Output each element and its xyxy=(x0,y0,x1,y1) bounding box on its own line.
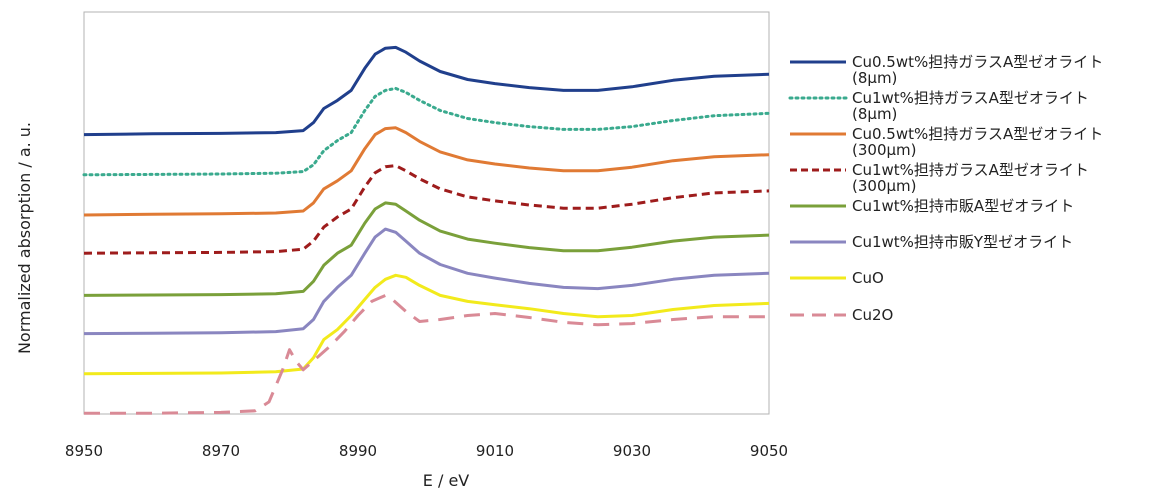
legend-label-2: Cu1wt%担持ガラスA型ゼオライト xyxy=(852,89,1089,107)
legend-label-4: Cu1wt%担持ガラスA型ゼオライト xyxy=(852,161,1089,179)
x-tick-label: 9050 xyxy=(750,442,788,460)
x-tick-label: 8950 xyxy=(65,442,103,460)
series-line-2 xyxy=(82,86,771,177)
series-line-6 xyxy=(83,227,770,336)
legend-label-4-line2: (300μm) xyxy=(852,177,917,195)
series-layer xyxy=(82,45,771,415)
legend-label-6: Cu1wt%担持市販Y型ゼオライト xyxy=(852,233,1073,251)
legend-label-1-line2: (8μm) xyxy=(852,69,897,87)
legend-label-3-line2: (300μm) xyxy=(852,141,917,159)
legend: Cu0.5wt%担持ガラスA型ゼオライト(8μm)Cu1wt%担持ガラスA型ゼオ… xyxy=(788,53,1103,324)
x-axis-ticks: 8950 8970 8990 9010 9030 9050 xyxy=(65,442,788,460)
y-axis-label: Normalized absorption / a. u. xyxy=(15,122,34,354)
legend-label-3: Cu0.5wt%担持ガラスA型ゼオライト xyxy=(852,125,1103,143)
legend-label-8: Cu2O xyxy=(852,306,893,324)
x-tick-label: 8990 xyxy=(339,442,377,460)
series-line-1 xyxy=(83,45,770,137)
x-axis-label: E / eV xyxy=(423,471,470,490)
x-tick-label: 8970 xyxy=(202,442,240,460)
legend-label-7: CuO xyxy=(852,269,884,287)
x-tick-label: 9010 xyxy=(476,442,514,460)
x-tick-label: 9030 xyxy=(613,442,651,460)
series-line-8 xyxy=(84,293,769,415)
legend-label-2-line2: (8μm) xyxy=(852,105,897,123)
legend-label-1: Cu0.5wt%担持ガラスA型ゼオライト xyxy=(852,53,1103,71)
legend-label-5: Cu1wt%担持市販A型ゼオライト xyxy=(852,197,1074,215)
series-line-3 xyxy=(83,126,770,217)
series-line-5 xyxy=(83,201,770,297)
